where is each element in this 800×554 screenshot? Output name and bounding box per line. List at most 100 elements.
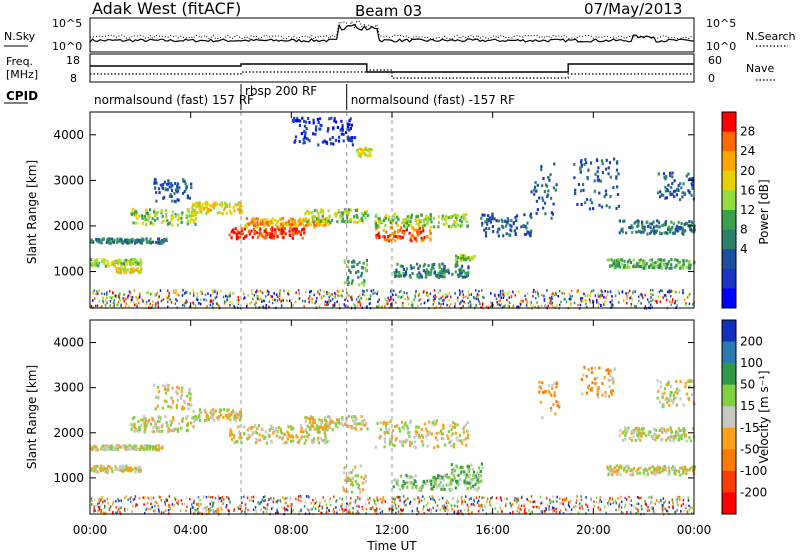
echo-cell (406, 427, 410, 431)
echo-cell (652, 263, 655, 267)
echo-cell (297, 230, 300, 234)
echo-cell (552, 403, 555, 407)
y-tick-label: 2000 (53, 219, 84, 233)
echo-cell (422, 238, 425, 242)
echo-cell (353, 220, 356, 224)
echo-cell (254, 431, 257, 435)
scatter-pixel (597, 506, 599, 509)
scatter-pixel (464, 295, 467, 298)
echo-cell (130, 263, 133, 267)
echo-cell (474, 483, 477, 487)
echo-cell (614, 264, 617, 268)
echo-cell (295, 224, 298, 228)
echo-cell (254, 231, 257, 235)
echo-cell (476, 480, 479, 484)
echo-cell (639, 230, 642, 234)
scatter-pixel (205, 509, 208, 513)
echo-cell (312, 437, 316, 441)
scatter-pixel (138, 301, 140, 305)
echo-cell (276, 227, 279, 231)
scatter-pixel (320, 295, 323, 299)
echo-cell (418, 271, 421, 275)
scatter-pixel (267, 293, 270, 296)
echo-cell (151, 430, 154, 433)
scatter-pixel (559, 502, 561, 505)
echo-cell (435, 484, 439, 488)
scatter-pixel (597, 300, 599, 304)
echo-cell (163, 384, 166, 388)
scatter-pixel (549, 296, 551, 300)
scatter-pixel (584, 299, 587, 302)
echo-cell (416, 275, 419, 279)
scatter-pixel (651, 293, 653, 297)
echo-cell (318, 431, 321, 434)
echo-cell (291, 217, 295, 221)
echo-cell (582, 188, 585, 192)
scatter-pixel (534, 290, 537, 294)
echo-cell (552, 202, 555, 206)
echo-cell (198, 210, 201, 214)
echo-cell (204, 202, 207, 206)
scatter-pixel (395, 301, 397, 304)
echo-cell (155, 240, 158, 244)
echo-cell (641, 220, 644, 224)
scatter-pixel (575, 499, 578, 502)
echo-cell (212, 412, 215, 416)
echo-cell (676, 188, 679, 191)
echo-cell (197, 204, 200, 208)
scatter-pixel (372, 505, 374, 509)
echo-cell (154, 420, 157, 424)
echo-cell (312, 132, 315, 136)
scatter-pixel (138, 293, 141, 296)
echo-cell (407, 223, 410, 227)
echo-cell (265, 235, 268, 239)
noise-right-tick-top: 10^5 (706, 17, 736, 30)
scatter-pixel (141, 298, 144, 301)
scatter-pixel (171, 503, 174, 506)
echo-cell (171, 216, 174, 219)
scatter-pixel (332, 303, 334, 307)
scatter-pixel (473, 297, 476, 300)
echo-cell (429, 431, 432, 435)
echo-cell (607, 166, 610, 170)
scatter-pixel (519, 302, 521, 305)
echo-cell (129, 270, 133, 274)
scatter-pixel (512, 510, 514, 514)
scatter-pixel (223, 300, 226, 303)
scatter-pixel (570, 289, 573, 293)
scatter-pixel (411, 509, 414, 513)
echo-cell (356, 263, 359, 266)
scatter-pixel (158, 495, 160, 498)
echo-cell (664, 223, 667, 227)
scatter-pixel (387, 302, 389, 306)
scatter-pixel (481, 289, 483, 292)
echo-cell (115, 267, 118, 271)
scatter-pixel (565, 300, 568, 304)
echo-cell (365, 422, 368, 425)
echo-cell (106, 444, 109, 448)
scatter-pixel (456, 505, 459, 508)
scatter-pixel (556, 500, 558, 503)
scatter-pixel (637, 496, 639, 499)
scatter-pixel (261, 299, 263, 302)
echo-cell (378, 221, 381, 225)
scatter-pixel (570, 302, 572, 305)
scatter-pixel (312, 505, 315, 508)
echo-cell (470, 480, 473, 484)
echo-cell (659, 262, 662, 266)
echo-cell (585, 161, 588, 165)
echo-cell (440, 475, 443, 479)
echo-cell (610, 258, 613, 262)
scatter-pixel (323, 294, 325, 298)
echo-cell (434, 483, 437, 486)
echo-cell (267, 232, 270, 236)
echo-cell (231, 229, 234, 233)
echo-cell (302, 219, 305, 223)
echo-cell (230, 411, 233, 415)
scatter-pixel (135, 504, 137, 508)
echo-cell (444, 269, 447, 273)
colorbar-swatch (722, 229, 736, 250)
echo-cell (146, 218, 149, 221)
scatter-pixel (107, 502, 109, 505)
scatter-pixel (328, 500, 331, 504)
